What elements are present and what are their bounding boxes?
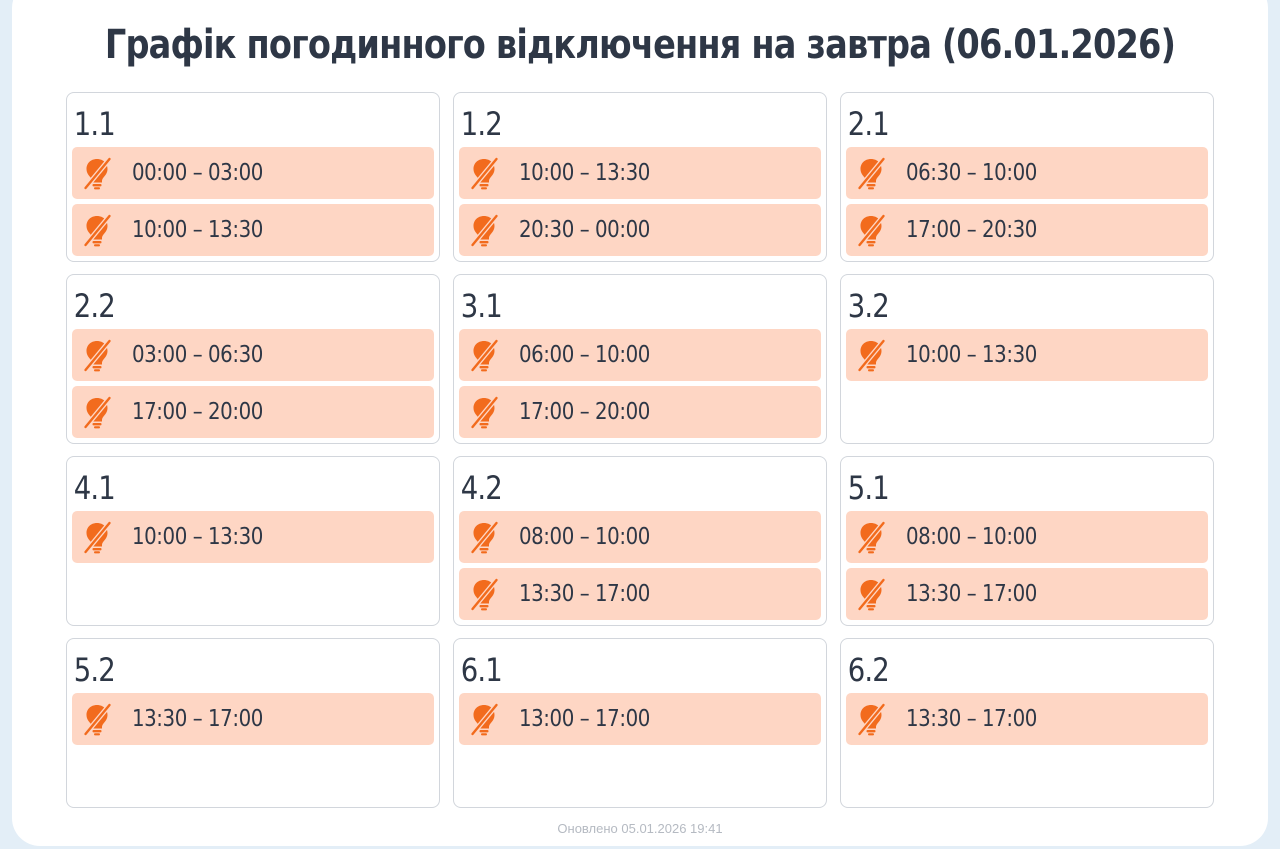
outage-time: 17:00 – 20:00 (519, 399, 650, 425)
power-off-bulb-icon (469, 213, 499, 248)
outage-slot: 08:00 – 10:00 (846, 511, 1208, 563)
outage-slot: 13:30 – 17:00 (72, 693, 434, 745)
outage-time: 00:00 – 03:00 (132, 160, 263, 186)
power-off-bulb-icon (82, 702, 112, 737)
outage-slots: 10:00 – 13:30 20:30 – 00:00 (459, 147, 821, 256)
power-off-bulb-icon (469, 156, 499, 191)
outage-time: 20:30 – 00:00 (519, 217, 650, 243)
outage-slots: 08:00 – 10:00 13:30 – 17:00 (459, 511, 821, 620)
outage-time: 10:00 – 13:30 (906, 342, 1037, 368)
outage-slot: 20:30 – 00:00 (459, 204, 821, 256)
outage-slot: 13:30 – 17:00 (846, 568, 1208, 620)
group-card-6-2: 6.2 13:30 – 17:00 (840, 638, 1214, 808)
power-off-bulb-icon (856, 338, 886, 373)
outage-time: 06:30 – 10:00 (906, 160, 1037, 186)
outage-slots: 00:00 – 03:00 10:00 – 13:30 (72, 147, 434, 256)
outage-slot: 03:00 – 06:30 (72, 329, 434, 381)
group-name: 6.2 (847, 651, 890, 689)
outage-slot: 10:00 – 13:30 (846, 329, 1208, 381)
outage-time: 13:30 – 17:00 (132, 706, 263, 732)
outage-time: 08:00 – 10:00 (906, 524, 1037, 550)
outage-time: 08:00 – 10:00 (519, 524, 650, 550)
outage-slots: 08:00 – 10:00 13:30 – 17:00 (846, 511, 1208, 620)
outage-slots: 03:00 – 06:30 17:00 – 20:00 (72, 329, 434, 438)
outage-slots: 13:00 – 17:00 (459, 693, 821, 745)
outage-slots: 10:00 – 13:30 (72, 511, 434, 563)
group-name: 5.2 (73, 651, 116, 689)
outage-time: 10:00 – 13:30 (519, 160, 650, 186)
outage-slot: 17:00 – 20:00 (72, 386, 434, 438)
group-card-1-2: 1.2 10:00 – 13:30 20:30 – 00:00 (453, 92, 827, 262)
power-off-bulb-icon (469, 338, 499, 373)
group-card-2-1: 2.1 06:30 – 10:00 17:00 – 20:30 (840, 92, 1214, 262)
power-off-bulb-icon (856, 520, 886, 555)
outage-slots: 13:30 – 17:00 (846, 693, 1208, 745)
outage-slot: 17:00 – 20:30 (846, 204, 1208, 256)
outage-time: 10:00 – 13:30 (132, 217, 263, 243)
group-card-3-2: 3.2 10:00 – 13:30 (840, 274, 1214, 444)
outage-time: 13:00 – 17:00 (519, 706, 650, 732)
groups-grid: 1.1 00:00 – 03:00 10:00 – 13:30 1.2 (66, 92, 1214, 808)
outage-time: 06:00 – 10:00 (519, 342, 650, 368)
power-off-bulb-icon (82, 338, 112, 373)
group-name: 1.2 (460, 105, 503, 143)
power-off-bulb-icon (469, 577, 499, 612)
group-card-4-1: 4.1 10:00 – 13:30 (66, 456, 440, 626)
updated-timestamp: Оновлено 05.01.2026 19:41 (557, 821, 723, 836)
outage-slot: 08:00 – 10:00 (459, 511, 821, 563)
group-card-6-1: 6.1 13:00 – 17:00 (453, 638, 827, 808)
power-off-bulb-icon (856, 702, 886, 737)
outage-slot: 17:00 – 20:00 (459, 386, 821, 438)
power-off-bulb-icon (82, 213, 112, 248)
outage-slot: 13:30 – 17:00 (846, 693, 1208, 745)
group-card-4-2: 4.2 08:00 – 10:00 13:30 – 17:00 (453, 456, 827, 626)
outage-slots: 06:00 – 10:00 17:00 – 20:00 (459, 329, 821, 438)
power-off-bulb-icon (856, 156, 886, 191)
outage-slots: 13:30 – 17:00 (72, 693, 434, 745)
outage-slot: 13:30 – 17:00 (459, 568, 821, 620)
power-off-bulb-icon (82, 156, 112, 191)
group-name: 2.1 (847, 105, 890, 143)
outage-slots: 06:30 – 10:00 17:00 – 20:30 (846, 147, 1208, 256)
outage-time: 13:30 – 17:00 (519, 581, 650, 607)
outage-slot: 10:00 – 13:30 (72, 511, 434, 563)
page-title: Графік погодинного відключення на завтра… (104, 22, 1176, 68)
power-off-bulb-icon (82, 395, 112, 430)
outage-slot: 00:00 – 03:00 (72, 147, 434, 199)
outage-time: 03:00 – 06:30 (132, 342, 263, 368)
power-off-bulb-icon (856, 577, 886, 612)
outage-time: 17:00 – 20:00 (132, 399, 263, 425)
outage-time: 13:30 – 17:00 (906, 581, 1037, 607)
outage-slot: 10:00 – 13:30 (459, 147, 821, 199)
group-name: 6.1 (460, 651, 503, 689)
group-card-5-1: 5.1 08:00 – 10:00 13:30 – 17:00 (840, 456, 1214, 626)
group-name: 3.2 (847, 287, 890, 325)
power-off-bulb-icon (856, 213, 886, 248)
group-name: 5.1 (847, 469, 890, 507)
group-card-1-1: 1.1 00:00 – 03:00 10:00 – 13:30 (66, 92, 440, 262)
outage-slot: 13:00 – 17:00 (459, 693, 821, 745)
outage-slot: 10:00 – 13:30 (72, 204, 434, 256)
outage-slots: 10:00 – 13:30 (846, 329, 1208, 381)
outage-time: 10:00 – 13:30 (132, 524, 263, 550)
group-name: 3.1 (460, 287, 503, 325)
outage-slot: 06:30 – 10:00 (846, 147, 1208, 199)
group-name: 1.1 (73, 105, 116, 143)
group-card-2-2: 2.2 03:00 – 06:30 17:00 – 20:00 (66, 274, 440, 444)
group-name: 4.1 (73, 469, 116, 507)
group-card-3-1: 3.1 06:00 – 10:00 17:00 – 20:00 (453, 274, 827, 444)
outage-time: 13:30 – 17:00 (906, 706, 1037, 732)
outage-time: 17:00 – 20:30 (906, 217, 1037, 243)
group-name: 2.2 (73, 287, 116, 325)
power-off-bulb-icon (469, 520, 499, 555)
group-card-5-2: 5.2 13:30 – 17:00 (66, 638, 440, 808)
outage-slot: 06:00 – 10:00 (459, 329, 821, 381)
power-off-bulb-icon (469, 395, 499, 430)
power-off-bulb-icon (82, 520, 112, 555)
group-name: 4.2 (460, 469, 503, 507)
power-off-bulb-icon (469, 702, 499, 737)
